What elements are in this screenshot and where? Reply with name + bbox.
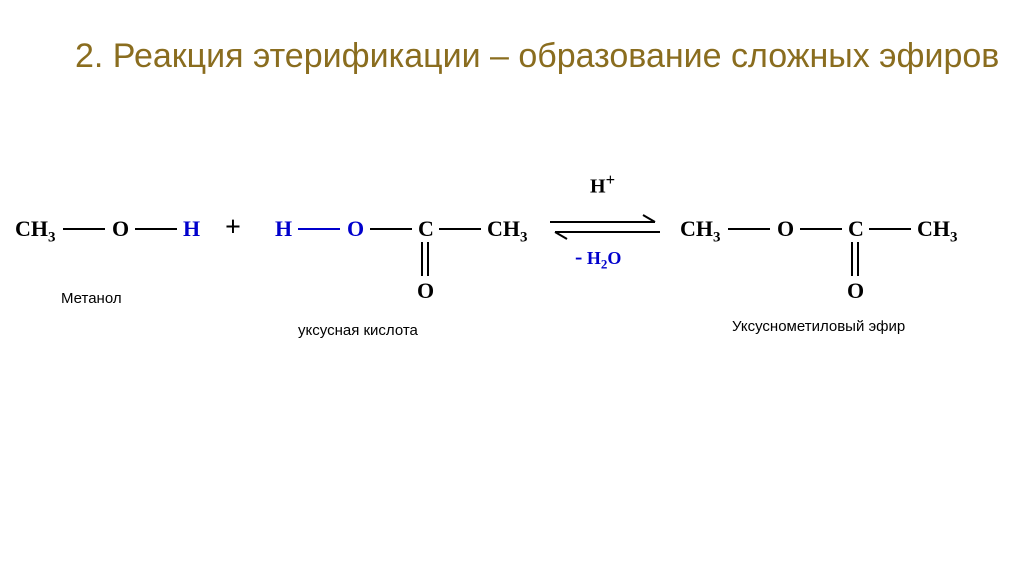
byproduct-h2o: - H2O — [575, 244, 621, 273]
ester-o1: O — [777, 216, 794, 242]
acid-o1: O — [347, 216, 364, 242]
acid-ch3: CH3 — [487, 216, 528, 246]
ester-o2: O — [847, 278, 864, 304]
bond — [63, 228, 105, 230]
acid-h: H — [275, 216, 292, 242]
bond — [135, 228, 177, 230]
methanol-label: Метанол — [61, 290, 122, 307]
plus-symbol: + — [225, 212, 241, 244]
catalyst-h-plus: H+ — [590, 170, 615, 199]
bond — [298, 228, 340, 230]
acid-label: уксусная кислота — [298, 322, 418, 339]
ester-ch3-2: CH3 — [917, 216, 958, 246]
acid-c: C — [418, 216, 434, 242]
bond — [439, 228, 481, 230]
methanol-o: O — [112, 216, 129, 242]
bond — [800, 228, 842, 230]
methanol-h: H — [183, 216, 200, 242]
bond — [728, 228, 770, 230]
ester-label: Уксуснометиловый эфир — [732, 318, 905, 335]
bond — [370, 228, 412, 230]
ester-c: C — [848, 216, 864, 242]
acid-o2: O — [417, 278, 434, 304]
methanol-ch3: CH3 — [15, 216, 56, 246]
ester-ch3-1: CH3 — [680, 216, 721, 246]
bond — [869, 228, 911, 230]
page-title: 2. Реакция этерификации – образование сл… — [75, 35, 999, 78]
reaction-diagram: CH3 O H Метанол + H O C CH3 O уксусная к… — [15, 170, 1005, 370]
equilibrium-arrow — [545, 208, 665, 248]
